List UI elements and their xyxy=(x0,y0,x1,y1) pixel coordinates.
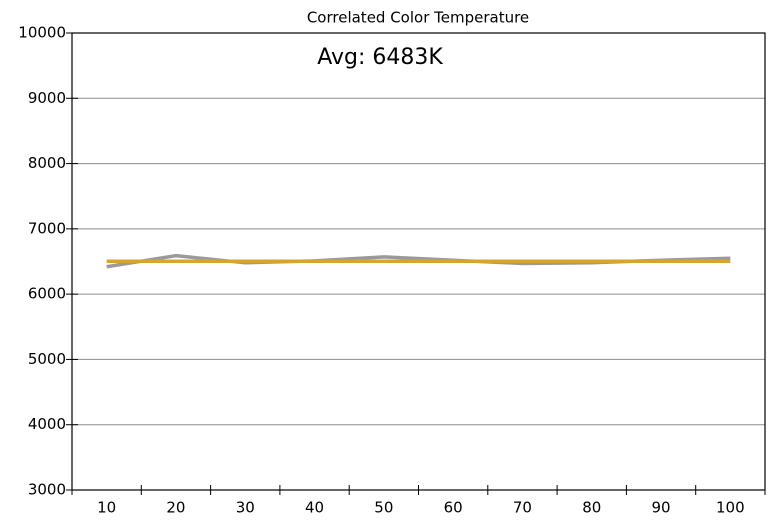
x-tick-label: 40 xyxy=(305,499,324,517)
x-tick-label: 10 xyxy=(97,499,116,517)
x-tick-label: 20 xyxy=(166,499,185,517)
x-tick-label: 100 xyxy=(716,499,745,517)
x-tick-label: 80 xyxy=(582,499,601,517)
chart-title: Correlated Color Temperature xyxy=(307,9,529,27)
y-tick-label: 6000 xyxy=(28,285,66,303)
y-tick-label: 3000 xyxy=(28,481,66,499)
x-tick-label: 60 xyxy=(444,499,463,517)
x-tick-label: 50 xyxy=(374,499,393,517)
x-tick-label: 90 xyxy=(652,499,671,517)
y-tick-label: 8000 xyxy=(28,154,66,172)
annotation: Avg: 6483K xyxy=(317,45,443,70)
y-tick-label: 5000 xyxy=(28,350,66,368)
x-tick-label: 70 xyxy=(513,499,532,517)
y-tick-label: 7000 xyxy=(28,219,66,237)
y-tick-label: 10000 xyxy=(18,24,66,42)
x-tick-label: 30 xyxy=(236,499,255,517)
y-tick-label: 4000 xyxy=(28,415,66,433)
y-tick-label: 9000 xyxy=(28,89,66,107)
